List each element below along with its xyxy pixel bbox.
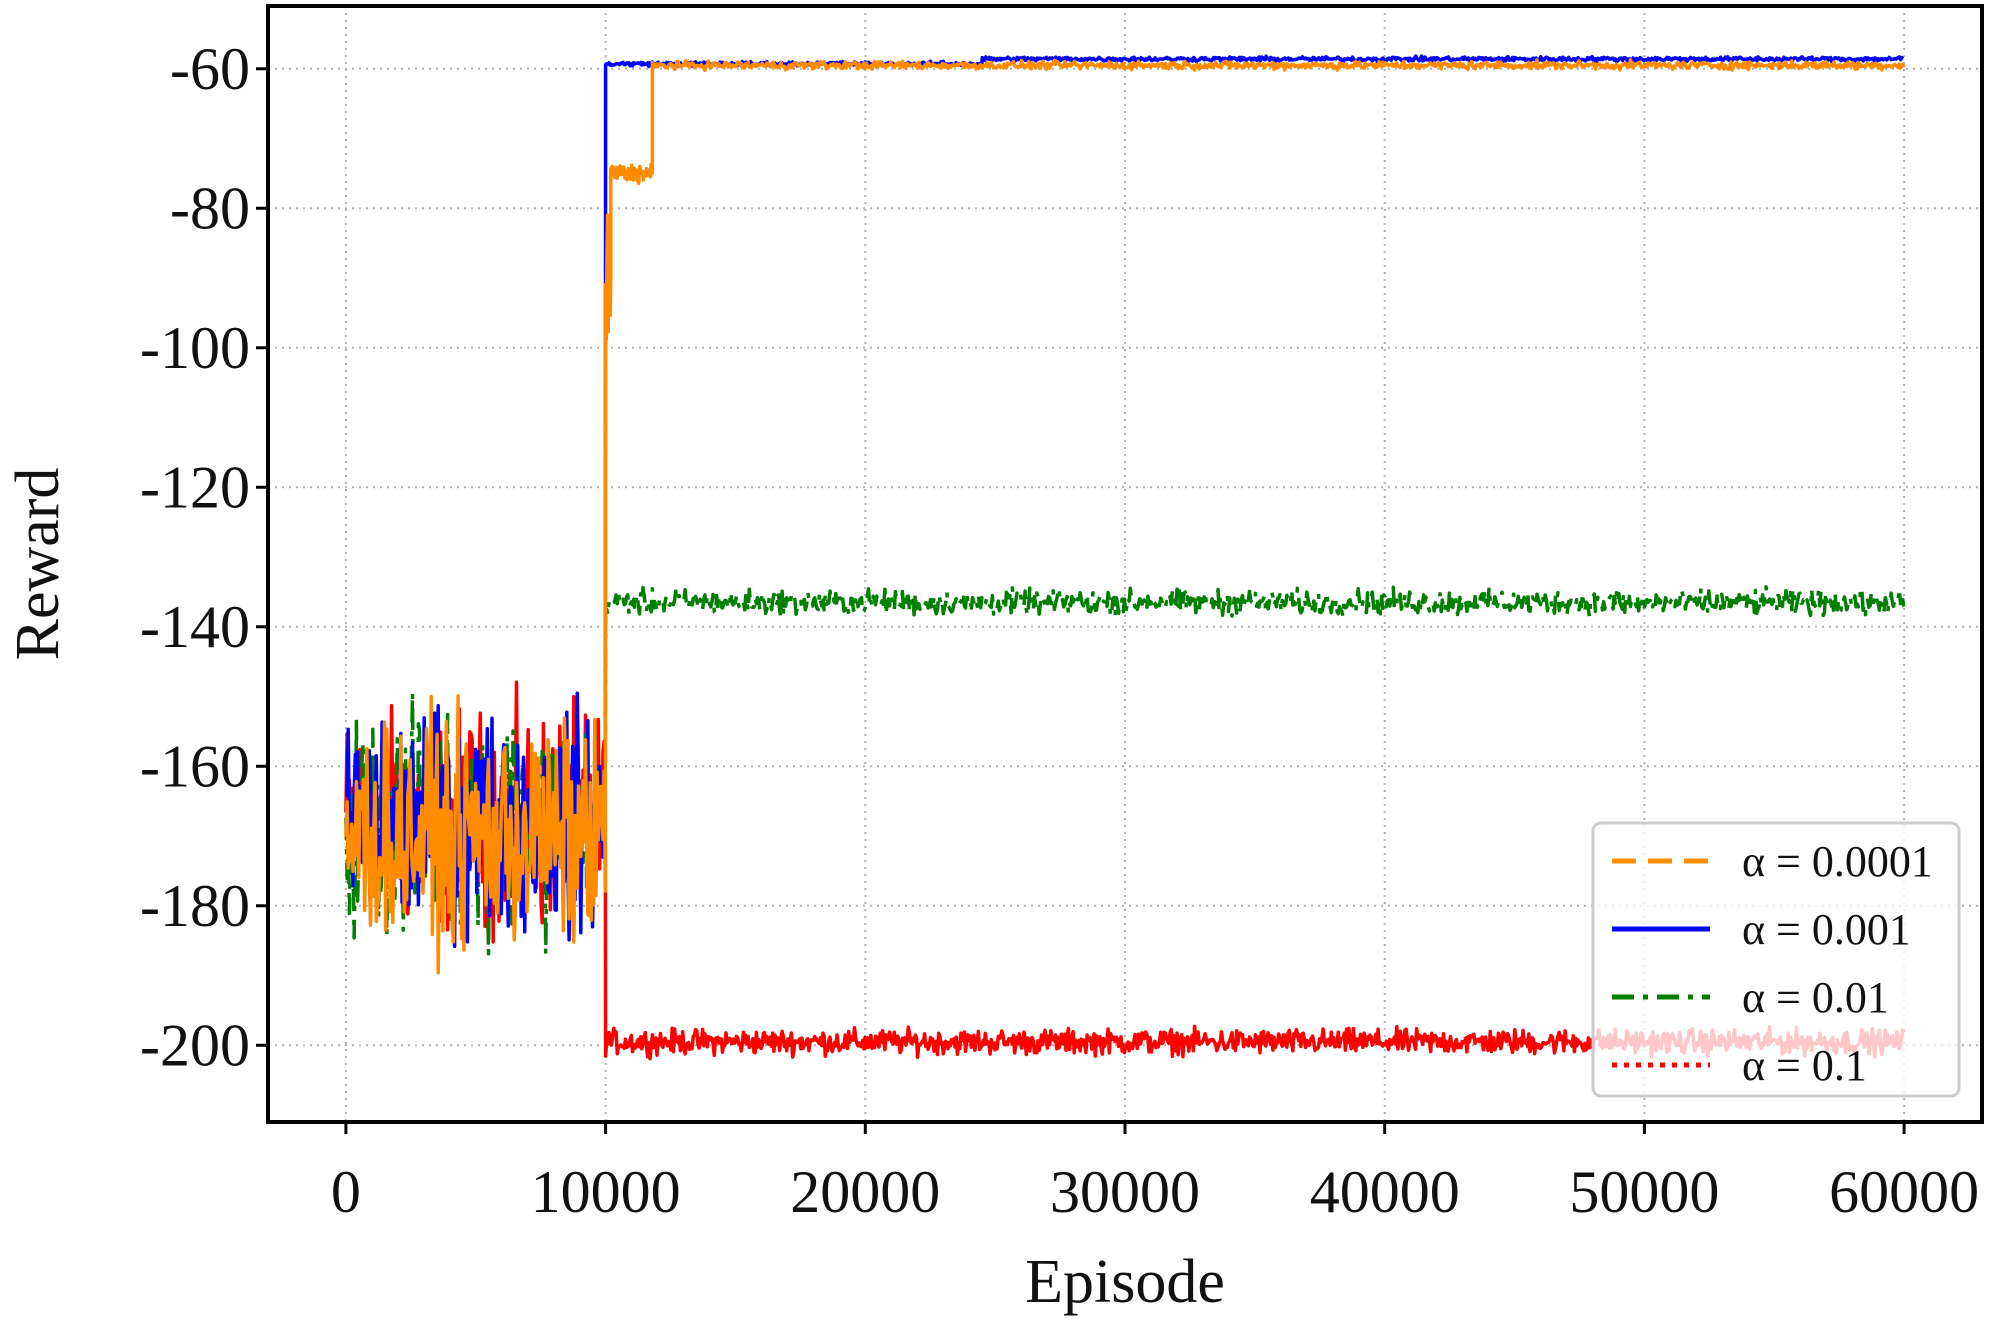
series-lines — [344, 54, 1906, 1061]
series-line — [344, 585, 1906, 956]
legend-box — [1591, 821, 1961, 1098]
x-axis-title: Episode — [1025, 1248, 1225, 1316]
x-tick-label: 20000 — [790, 1159, 940, 1225]
y-tick-label: -80 — [170, 175, 250, 241]
y-tick-label: -100 — [140, 315, 250, 381]
legend-label: α = 0.0001 — [1742, 837, 1933, 886]
y-tick-label: -140 — [140, 594, 250, 660]
y-tick-label: -200 — [140, 1012, 250, 1078]
x-tick-label: 50000 — [1569, 1159, 1719, 1225]
y-tick-label: -160 — [140, 733, 250, 799]
legend-label: α = 0.01 — [1742, 973, 1889, 1022]
legend-label: α = 0.001 — [1742, 905, 1911, 954]
y-tick-label: -180 — [140, 873, 250, 939]
y-tick-label: -120 — [140, 454, 250, 520]
legend: α = 0.0001 α = 0.001 α = 0.01 α = 0.1 — [1591, 821, 1961, 1098]
x-tick-label: 0 — [331, 1159, 361, 1225]
y-axis-ticks: -60 -80 -100 -120 -140 -160 -180 -200 — [140, 36, 268, 1078]
y-tick-label: -60 — [170, 36, 250, 102]
x-tick-label: 10000 — [531, 1159, 681, 1225]
x-tick-label: 30000 — [1050, 1159, 1200, 1225]
x-tick-label: 40000 — [1310, 1159, 1460, 1225]
y-axis-title: Reward — [4, 468, 72, 661]
x-tick-label: 60000 — [1829, 1159, 1979, 1225]
x-axis-ticks: 0 10000 20000 30000 40000 50000 60000 — [331, 1122, 1979, 1225]
series-line — [344, 58, 1906, 975]
legend-label: α = 0.1 — [1742, 1041, 1867, 1090]
